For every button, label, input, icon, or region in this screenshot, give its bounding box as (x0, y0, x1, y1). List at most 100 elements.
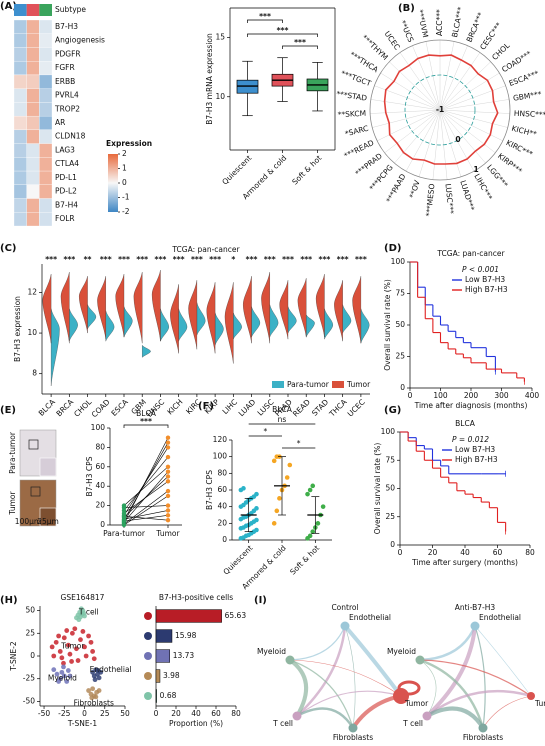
point (72, 626, 78, 632)
radar-line (383, 54, 499, 165)
network-edge (419, 659, 532, 697)
x-axis-title: Proportion (%) (169, 719, 223, 728)
cluster-label: T cell (78, 607, 99, 616)
sig-label: ** (84, 255, 92, 264)
network-edge (482, 695, 532, 729)
spoke (439, 99, 510, 111)
row-label: PD-L2 (55, 187, 77, 196)
node-label: T cell (402, 719, 423, 728)
x-tick-label: 60 (211, 709, 221, 718)
point (91, 656, 97, 662)
heat-cell (13, 184, 27, 199)
violin-half (42, 274, 52, 344)
legend-label: Low B7-H3 (465, 275, 505, 284)
y-tick-label: 25 (25, 628, 35, 637)
sig-label: *** (300, 255, 312, 264)
point (165, 454, 171, 460)
violin-half (123, 306, 133, 338)
sig-label: *** (136, 255, 148, 264)
violin-half (243, 276, 252, 344)
scale-bar-label: 25μm (37, 517, 59, 526)
x-tick-label: 50 (120, 709, 130, 718)
point (90, 669, 96, 675)
x-tick-label: 40 (191, 709, 201, 718)
network-node (348, 723, 358, 733)
spoke (439, 45, 468, 111)
point (89, 695, 95, 701)
pair-line (123, 476, 169, 518)
heat-cell (26, 198, 40, 213)
sig-label: *** (294, 38, 306, 47)
point (165, 464, 171, 469)
network-edge (296, 707, 355, 729)
colorbar (108, 154, 118, 212)
point (86, 688, 91, 693)
heat-cell (39, 102, 53, 117)
heat-cell (39, 47, 53, 62)
x-tick-label: Quiescent (220, 153, 253, 186)
y-tick-label: 20 (95, 501, 105, 510)
chart-title: TCGA: pan-cancer (171, 245, 240, 254)
network-edge (296, 690, 402, 717)
sig-bracket (247, 19, 283, 23)
y-axis-title: Overall survival rate (%) (373, 443, 382, 535)
heat-cell (13, 212, 27, 227)
bar (155, 669, 161, 683)
point (165, 503, 171, 508)
point (56, 679, 62, 684)
y-tick-label: 75 (395, 289, 405, 298)
violin-half (50, 308, 60, 386)
value-label: 3.98 (163, 671, 180, 680)
chart-title: TCGA: pan-cancer (436, 249, 505, 258)
network-edge (419, 658, 485, 729)
image-label: Tumor (8, 491, 17, 516)
point (75, 658, 81, 663)
point (271, 458, 277, 464)
point (57, 649, 63, 654)
bar (155, 689, 157, 703)
point (86, 633, 91, 639)
network-edge (296, 625, 347, 717)
sig-label: *** (264, 255, 276, 264)
row-label: PVRL4 (55, 91, 79, 100)
row-label: B7-H4 (55, 200, 78, 209)
network-edge (419, 625, 477, 662)
point (320, 504, 326, 509)
point (88, 639, 94, 645)
violin-half (87, 304, 97, 330)
heat-cell (39, 115, 53, 131)
point (165, 469, 171, 474)
violin-half (105, 310, 115, 342)
network-edge (289, 659, 354, 729)
violin-half (352, 276, 362, 344)
point (92, 677, 98, 683)
violin-half (306, 314, 315, 338)
point (284, 475, 290, 480)
spoke (439, 109, 496, 154)
pair-line (123, 437, 169, 524)
row-label: FOLR (55, 214, 75, 223)
row-label: LAG3 (55, 145, 75, 154)
radar-label: LUSC*** (444, 183, 456, 215)
radar-tick-label: 0 (455, 135, 460, 144)
radar-label: HNSC*** (514, 109, 545, 120)
heat-cell (13, 74, 27, 89)
y-tick-label: -25 (23, 674, 35, 683)
cluster-label: Myeloid (48, 674, 77, 683)
point (93, 694, 99, 700)
violin-half (69, 308, 78, 342)
network-node (393, 688, 409, 704)
sig-label: * (263, 427, 267, 436)
colorbar-tick-label: -1 (122, 193, 130, 202)
heat-cell (13, 143, 27, 158)
cluster-label: Endothelial (90, 665, 132, 674)
chart-title: B7-H3-positive cells (159, 593, 233, 602)
sig-label: *** (246, 255, 258, 264)
node-label: T cell (272, 719, 293, 728)
x-tick-label: THCA (327, 397, 349, 419)
sig-label: ns (278, 415, 287, 424)
point (51, 667, 57, 673)
colorbar-title: Expression (106, 139, 152, 148)
chart-title: BLCA (455, 419, 476, 428)
